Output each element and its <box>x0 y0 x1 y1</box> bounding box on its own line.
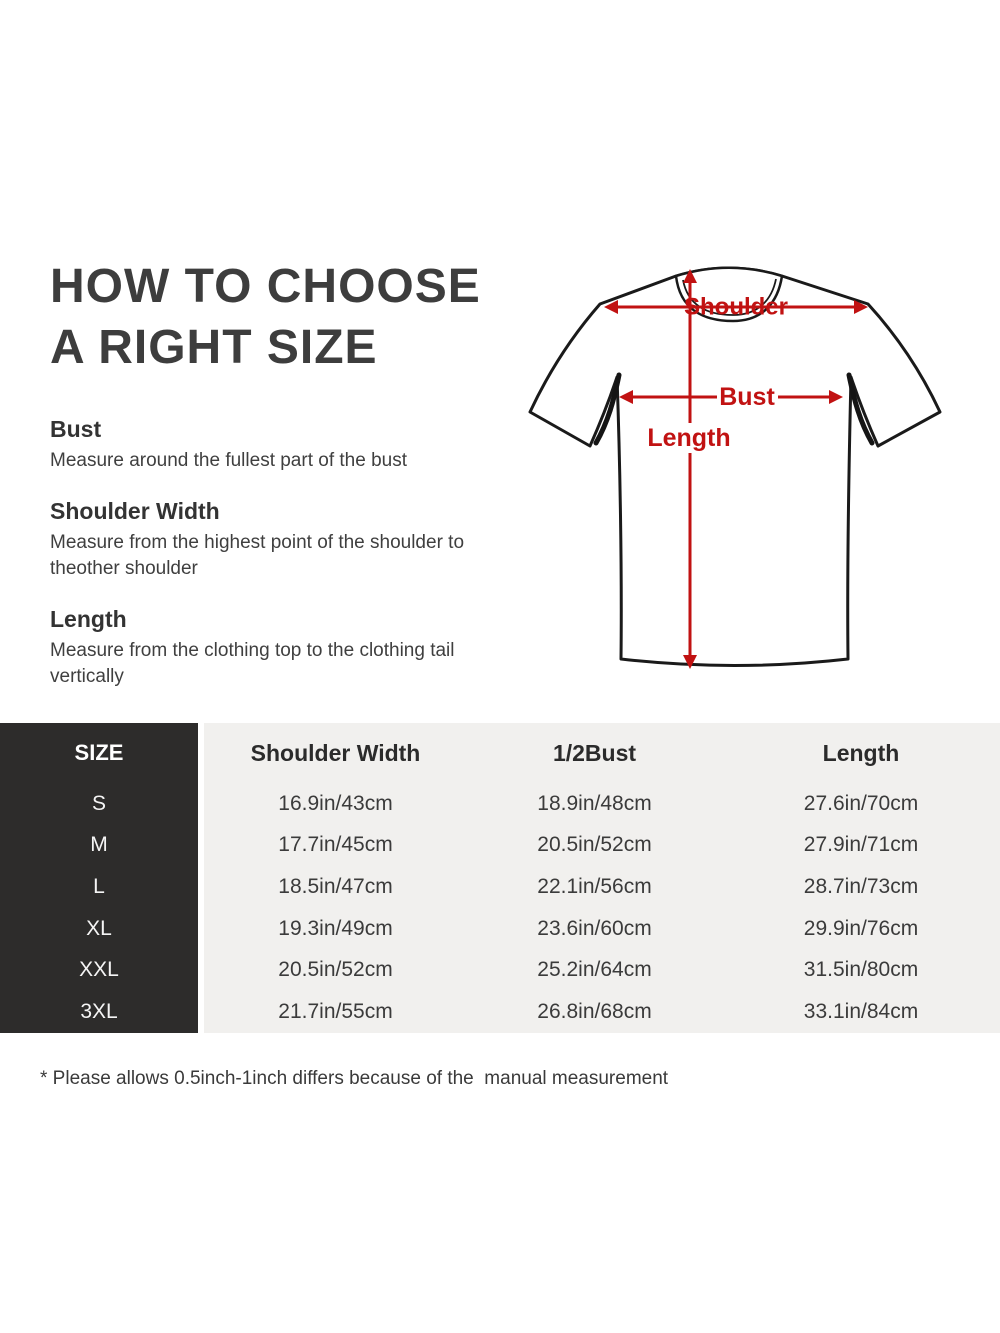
column-divider <box>198 949 204 992</box>
bust-cell: 20.5in/52cm <box>467 824 722 867</box>
length-cell: 28.7in/73cm <box>722 866 1000 908</box>
size-cell: XL <box>0 908 198 950</box>
page-title-line1: HOW TO CHOOSE <box>50 260 481 313</box>
column-divider <box>198 908 204 950</box>
length-cell: 27.6in/70cm <box>722 783 1000 825</box>
instructions-panel: HOW TO CHOOSE A RIGHT SIZE Bust Measure … <box>50 256 490 690</box>
shoulder-column-header: Shoulder Width <box>204 723 467 783</box>
right-armpit-crease <box>846 372 875 446</box>
bust-cell: 25.2in/64cm <box>467 949 722 992</box>
bust-label: Bust <box>719 383 775 411</box>
length-cell: 33.1in/84cm <box>722 991 1000 1033</box>
bust-description: Measure around the fullest part of the b… <box>50 450 407 471</box>
size-column-header: SIZE <box>0 723 198 783</box>
shoulder-label: Shoulder <box>684 294 788 321</box>
size-cell: S <box>0 783 198 825</box>
bust-cell: 22.1in/56cm <box>467 866 722 908</box>
length-column-header: Length <box>722 723 1000 783</box>
length-description: Measure from the clothing top to the clo… <box>50 640 455 687</box>
shoulder-width-heading: Shoulder Width <box>50 498 220 524</box>
column-divider <box>198 783 204 825</box>
shoulder-cell: 21.7in/55cm <box>204 991 467 1033</box>
bust-measure-arrow <box>619 390 843 404</box>
length-cell: 31.5in/80cm <box>722 949 1000 992</box>
left-armpit-crease <box>593 372 622 446</box>
bust-cell: 23.6in/60cm <box>467 908 722 950</box>
size-cell: L <box>0 866 198 908</box>
bust-cell: 18.9in/48cm <box>467 783 722 825</box>
shoulder-cell: 18.5in/47cm <box>204 866 467 908</box>
shoulder-cell: 20.5in/52cm <box>204 949 467 992</box>
size-cell: XXL <box>0 949 198 992</box>
shoulder-cell: 17.7in/45cm <box>204 824 467 867</box>
length-label: Length <box>647 424 730 452</box>
size-cell: 3XL <box>0 991 198 1033</box>
length-label-backdrop <box>650 423 730 453</box>
size-table: SIZE Shoulder Width 1/2Bust Length S 16.9… <box>0 723 1000 1033</box>
length-measure-arrow <box>683 269 697 669</box>
shoulder-cell: 16.9in/43cm <box>204 783 467 825</box>
length-cell: 27.9in/71cm <box>722 824 1000 867</box>
length-cell: 29.9in/76cm <box>722 908 1000 950</box>
column-divider <box>198 991 204 1033</box>
shoulder-measure-arrow <box>604 300 868 314</box>
tshirt-outline <box>528 266 942 667</box>
page-title-line2: A RIGHT SIZE <box>50 321 378 374</box>
shoulder-width-description: Measure from the highest point of the sh… <box>50 532 465 579</box>
size-cell: M <box>0 824 198 867</box>
measurement-disclaimer: * Please allows 0.5inch-1inch differs be… <box>40 1068 669 1089</box>
shoulder-cell: 19.3in/49cm <box>204 908 467 950</box>
bust-column-header: 1/2Bust <box>467 723 722 783</box>
column-divider <box>198 824 204 867</box>
length-heading: Length <box>50 606 127 632</box>
tshirt-measurement-diagram: Shoulder Bust Length <box>528 266 942 669</box>
bust-heading: Bust <box>50 416 102 442</box>
bust-cell: 26.8in/68cm <box>467 991 722 1033</box>
column-divider <box>198 723 204 783</box>
column-divider <box>198 866 204 908</box>
page-title: HOW TO CHOOSE A RIGHT SIZE <box>50 256 490 378</box>
